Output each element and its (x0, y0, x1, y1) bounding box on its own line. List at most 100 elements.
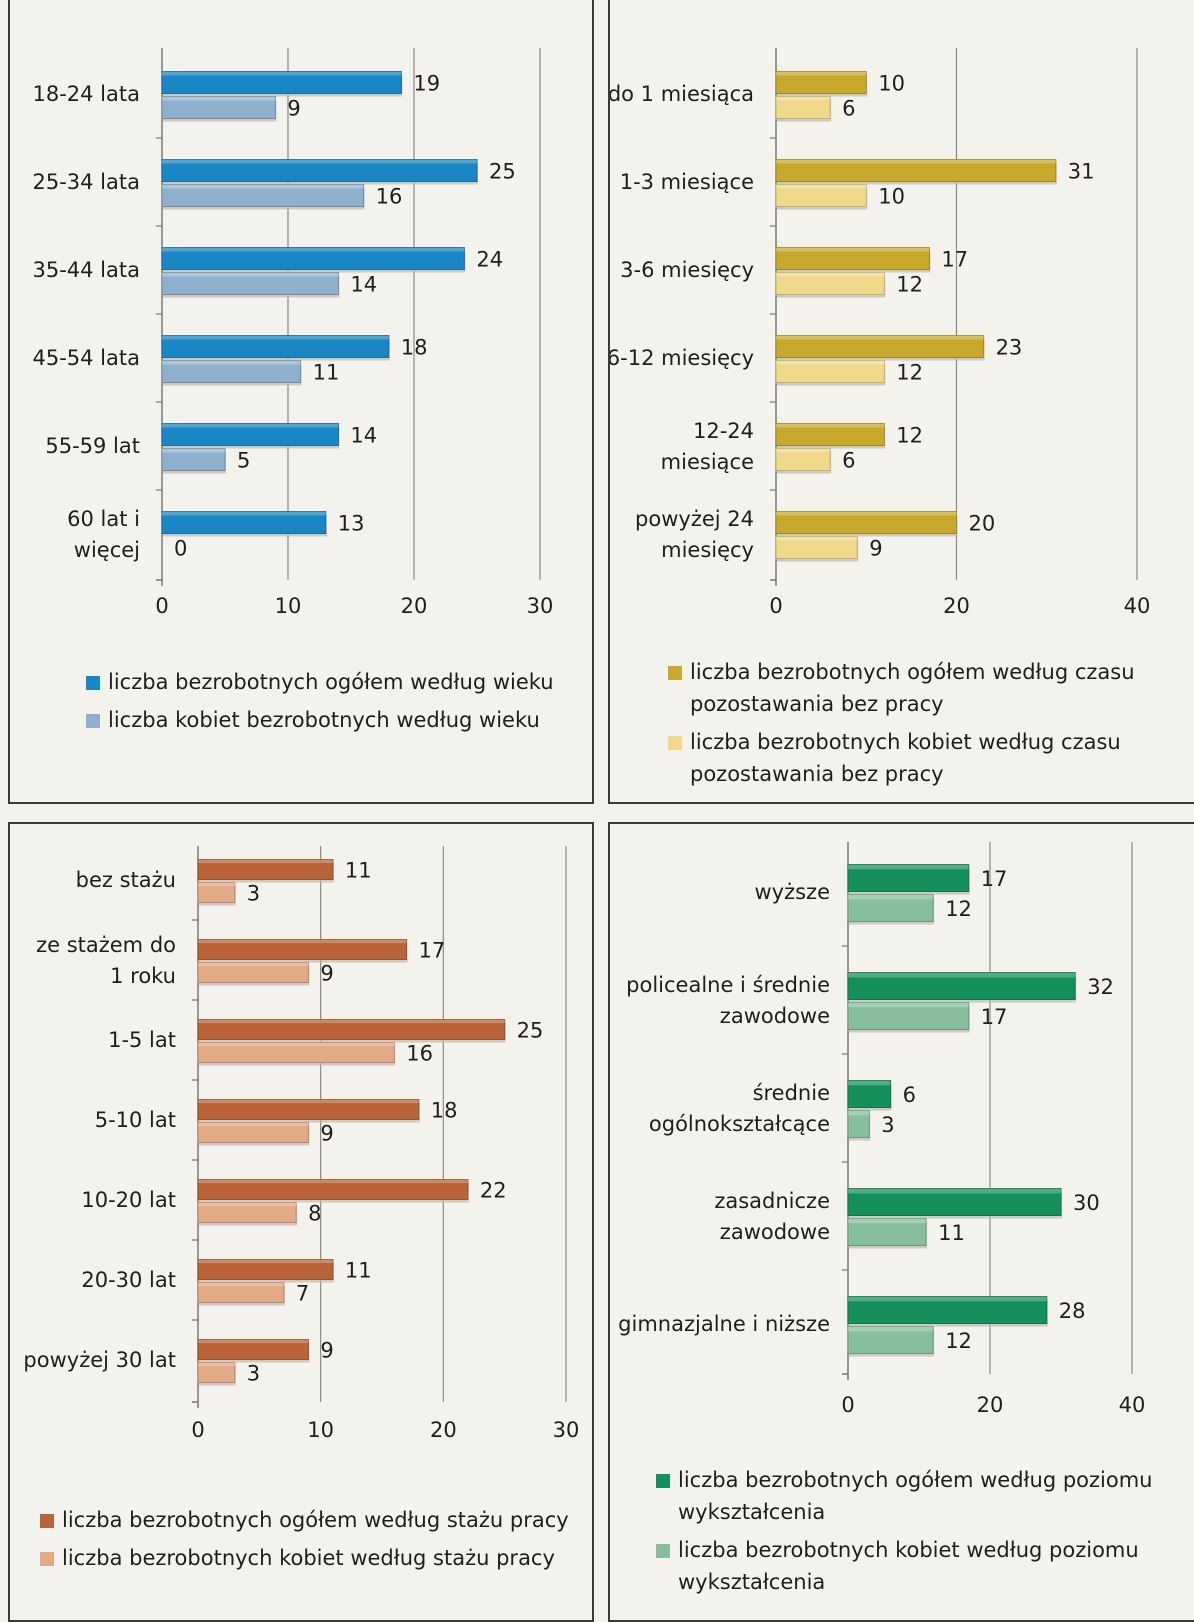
bar-women (775, 184, 867, 207)
legend-swatch (86, 676, 100, 690)
bar-total (775, 511, 957, 534)
x-tick-label: 20 (430, 1418, 457, 1442)
x-tick-label: 10 (307, 1418, 334, 1442)
bar-highlight (162, 360, 301, 365)
x-tick-label: 20 (401, 594, 428, 618)
bar-highlight (848, 1110, 870, 1116)
bar-group (197, 1122, 310, 1146)
bar-highlight (162, 159, 477, 164)
data-label: 11 (313, 361, 340, 385)
bar-group (775, 184, 868, 210)
bar-group (847, 1188, 1062, 1219)
bar-total (197, 1099, 420, 1120)
bar-women (775, 360, 885, 383)
bar-highlight (198, 1362, 235, 1367)
bar-group (847, 1218, 928, 1249)
data-label: 20 (969, 512, 996, 536)
bar-group (161, 247, 466, 273)
data-label: 6 (842, 97, 855, 121)
bar-highlight (162, 335, 389, 340)
bar-highlight (848, 1002, 969, 1008)
data-label: 3 (247, 882, 260, 906)
data-label: 8 (308, 1202, 321, 1226)
legend-item: liczba bezrobotnych ogółem według poziom… (656, 1464, 1186, 1528)
legend-duration: liczba bezrobotnych ogółem według czasu p… (668, 656, 1188, 796)
bar-highlight (162, 247, 465, 252)
bar-highlight (776, 360, 885, 365)
category-label: 6-12 miesięcy (610, 346, 754, 370)
category-label: 20-30 lat (81, 1268, 176, 1292)
bar-group (775, 360, 886, 386)
legend-item: liczba bezrobotnych kobiet według stażu … (40, 1542, 590, 1574)
bar-highlight (198, 1179, 468, 1184)
legend-item: liczba bezrobotnych kobiet według czasu p… (668, 726, 1188, 790)
bar-group (197, 1202, 298, 1226)
bar-highlight (162, 96, 276, 101)
bar-highlight (198, 1339, 309, 1344)
x-tick-label: 40 (1124, 594, 1151, 618)
legend-label: pozostawania bez pracy (690, 762, 944, 786)
bar-group (161, 71, 403, 97)
bar-women (161, 448, 226, 471)
bar-group (197, 1259, 334, 1283)
gridlines (989, 842, 1133, 1374)
bar-group (197, 1282, 285, 1306)
data-label: 3 (247, 1362, 260, 1386)
bar-highlight (776, 247, 930, 252)
data-label: 28 (1059, 1299, 1086, 1323)
bar-highlight (198, 962, 309, 967)
category-label: 25-34 lata (32, 170, 140, 194)
data-label: 16 (376, 185, 403, 209)
bar-highlight (198, 1042, 395, 1047)
data-label: 25 (489, 160, 516, 184)
bar-women (197, 1042, 395, 1063)
bar-group (161, 159, 478, 185)
bar-women (197, 962, 309, 983)
data-label: 17 (419, 939, 446, 963)
bar-total (847, 972, 1076, 1000)
category-label: średnie ogólnokształcące (649, 1081, 830, 1136)
bar-total (775, 71, 867, 94)
x-tick-label: 40 (1119, 1393, 1146, 1417)
bar-women (197, 882, 236, 903)
bar-group (775, 448, 832, 474)
legend-label: pozostawania bez pracy (690, 692, 944, 716)
data-label: 6 (842, 449, 855, 473)
bar-women (775, 272, 885, 295)
chart-panel-seniority: 0 10 20 30 bez stażu 11 3 ze stażem do 1 roku 17 9… (8, 822, 594, 1622)
category-label: bez stażu (76, 868, 176, 892)
bar-group (197, 1099, 420, 1123)
legend-label: liczba bezrobotnych kobiet według czasu (690, 730, 1121, 754)
bar-total (161, 423, 339, 446)
bar-group (847, 1002, 970, 1033)
bar-total (775, 423, 885, 446)
category-label: powyżej 30 lat (23, 1348, 176, 1372)
legend-swatch (86, 714, 100, 728)
category-label: 10-20 lat (81, 1188, 176, 1212)
data-label: 14 (350, 424, 377, 448)
bar-highlight (162, 71, 402, 76)
bar-group (161, 423, 340, 449)
data-label: 9 (320, 1339, 333, 1363)
chart-panel-duration: 0 20 40 do 1 miesiąca 10 6 1-3 miesiące 31 10 3-6… (608, 0, 1194, 804)
bar-total (197, 939, 408, 960)
bar-group (161, 448, 226, 474)
bar-highlight (776, 536, 858, 541)
bar-highlight (198, 1122, 309, 1127)
data-label: 10 (878, 185, 905, 209)
bar-group (197, 859, 334, 883)
category-label: 1-5 lat (108, 1028, 176, 1052)
bar-group (197, 1339, 310, 1363)
bar-group (197, 1042, 396, 1066)
bar-group (161, 272, 340, 298)
legend-education: liczba bezrobotnych ogółem według poziom… (656, 1464, 1186, 1604)
data-label: 23 (996, 336, 1023, 360)
bar-total (847, 1296, 1048, 1324)
x-tick-label: 0 (841, 1393, 854, 1417)
bar-highlight (776, 423, 885, 428)
category-label: 1-3 miesiące (620, 170, 754, 194)
bar-total (161, 247, 465, 270)
x-tick-label: 20 (977, 1393, 1004, 1417)
data-label: 32 (1087, 975, 1114, 999)
category-label: 18-24 lata (32, 82, 140, 106)
